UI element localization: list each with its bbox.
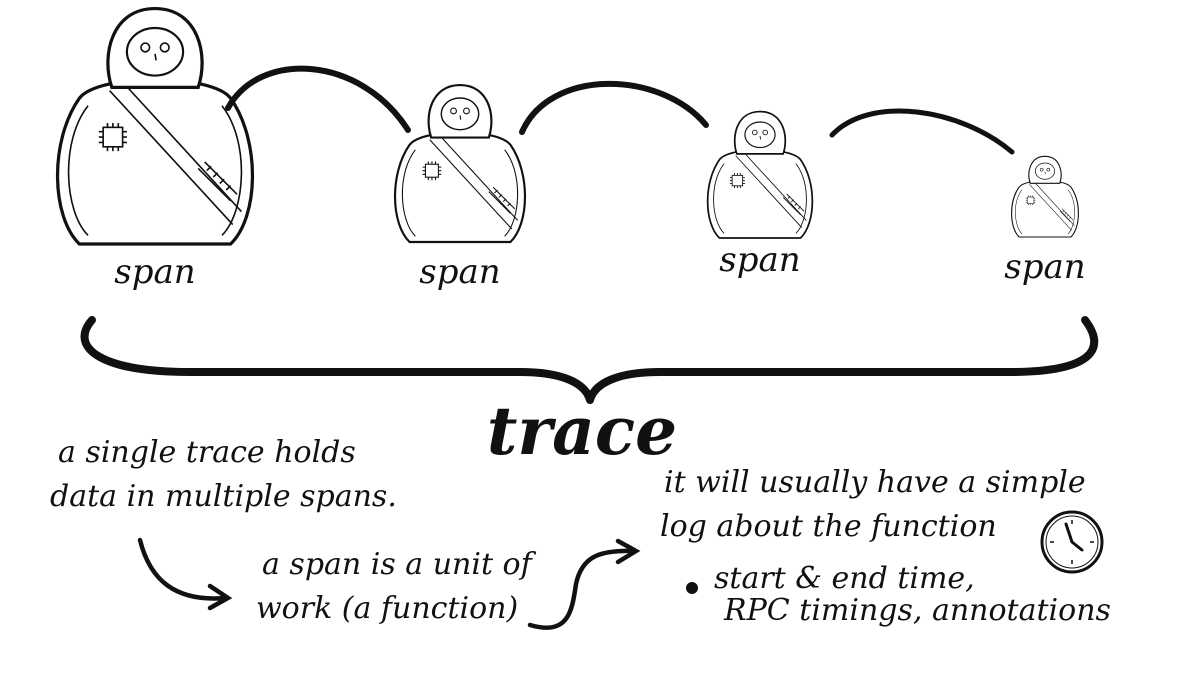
span-label: span	[719, 240, 800, 280]
note-detail-line-2: RPC timings, annotations	[723, 593, 1111, 628]
trace-brace	[80, 316, 1099, 404]
span-connector-arc	[225, 65, 411, 133]
span-doll	[55, 6, 255, 246]
arrow-head	[207, 583, 233, 611]
nesting-doll-icon	[706, 110, 814, 239]
note-log-line-1: it will usually have a simple	[664, 465, 1086, 500]
nesting-doll-icon	[55, 6, 255, 246]
span-doll	[393, 83, 527, 244]
nesting-doll-icon	[1011, 155, 1079, 238]
note-span-line-2: work (a function)	[256, 591, 518, 626]
bullet-icon	[686, 582, 698, 594]
span-label: span	[114, 252, 195, 292]
span-doll	[706, 110, 814, 239]
span-doll	[1011, 155, 1079, 238]
note-trace-line-1: a single trace holds	[58, 435, 356, 470]
note-span-line-1: a span is a unit of	[262, 547, 537, 582]
span-label: span	[1004, 247, 1085, 287]
note-log-line-2: log about the function	[660, 509, 997, 544]
nesting-doll-icon	[393, 83, 527, 244]
note-trace-line-2: data in multiple spans.	[50, 479, 397, 514]
span-connector-arc	[519, 80, 709, 135]
arrow-head	[615, 538, 641, 565]
arrow-icon	[137, 537, 228, 601]
arrow-icon	[527, 548, 637, 630]
clock-icon	[1040, 510, 1104, 574]
trace-title: trace	[487, 392, 677, 470]
note-detail-line-1: start & end time,	[714, 561, 975, 596]
span-label: span	[419, 252, 500, 292]
span-connector-arc	[829, 108, 1015, 155]
